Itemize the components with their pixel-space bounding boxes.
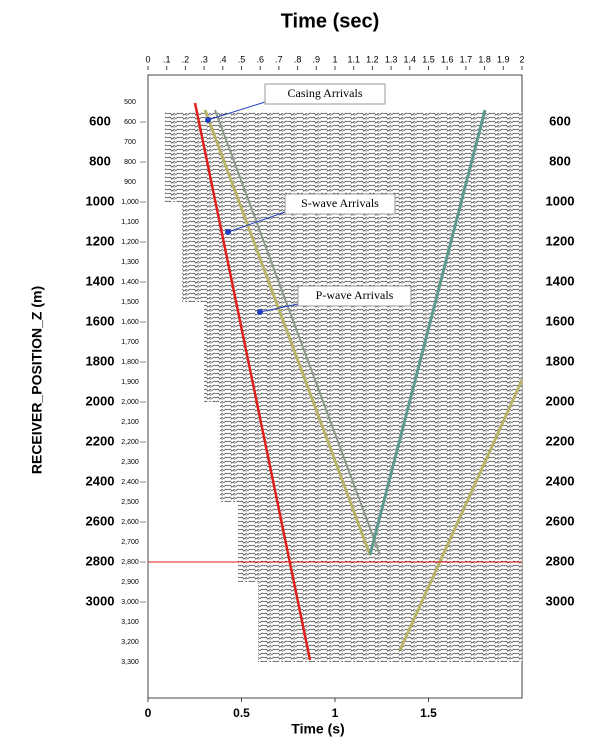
depth-tick-label: 2,300 [121, 459, 139, 466]
x-tick-label: 0 [145, 706, 152, 720]
depth-tick-label: 1,700 [121, 339, 139, 346]
top-tick-label: 2 [519, 54, 524, 64]
arrival-picks [148, 102, 524, 661]
y-tick-label: 1400 [86, 273, 115, 288]
top-tick-label: .6 [256, 54, 264, 64]
y-tick-label-right: 800 [549, 153, 571, 168]
y-tick-label-right: 2000 [546, 393, 575, 408]
depth-tick-label: 600 [124, 119, 136, 126]
y-tick-label-right: 1800 [546, 353, 575, 368]
x-tick-label: 1.5 [420, 706, 437, 720]
top-tick-label: 1.1 [347, 54, 360, 64]
y-tick-label: 2400 [86, 473, 115, 488]
depth-tick-label: 3,100 [121, 619, 139, 626]
y-tick-label-right: 2800 [546, 553, 575, 568]
top-tick-label: 1.9 [497, 54, 510, 64]
y-tick-label: 3000 [86, 593, 115, 608]
y-tick-label-right: 3000 [546, 593, 575, 608]
top-tick-label: 1.8 [478, 54, 491, 64]
depth-tick-label: 1,200 [121, 239, 139, 246]
top-tick-label: 1.7 [460, 54, 473, 64]
depth-tick-label: 1,100 [121, 219, 139, 226]
depth-tick-label: 2,200 [121, 439, 139, 446]
depth-tick-label: 2,900 [121, 579, 139, 586]
depth-tick-label: 900 [124, 179, 136, 186]
x-tick-label: 1 [332, 706, 339, 720]
top-axis-title: Time (sec) [281, 10, 380, 32]
seismic-traces [165, 112, 522, 662]
depth-tick-label: 2,400 [121, 479, 139, 486]
depth-tick-label: 2,100 [121, 419, 139, 426]
depth-tick-label: 500 [124, 99, 136, 106]
depth-tick-label: 800 [124, 159, 136, 166]
top-tick-label: 0 [145, 54, 150, 64]
depth-tick-label: 3,300 [121, 659, 139, 666]
y-tick-label-right: 1000 [546, 193, 575, 208]
y-tick-label-right: 2200 [546, 433, 575, 448]
depth-tick-label: 1,400 [121, 279, 139, 286]
y-axis-title: RECEIVER_POSITION_Z (m) [29, 286, 45, 474]
y-tick-label: 2000 [86, 393, 115, 408]
top-tick-label: 1 [332, 54, 337, 64]
x-axis-title: Time (s) [291, 721, 344, 737]
depth-tick-label: 3,000 [121, 599, 139, 606]
y-tick-label: 800 [89, 153, 111, 168]
annotation: S-wave Arrivals [301, 196, 379, 210]
top-tick-label: 1.6 [441, 54, 454, 64]
y-tick-label: 2800 [86, 553, 115, 568]
y-tick-label-right: 2400 [546, 473, 575, 488]
y-tick-label-right: 1200 [546, 233, 575, 248]
annotation-arrowhead [205, 117, 211, 123]
annotation-box [284, 193, 396, 215]
depth-tick-label: 2,000 [121, 399, 139, 406]
depth-tick-label: 1,000 [121, 199, 139, 206]
y-tick-label: 2200 [86, 433, 115, 448]
top-tick-label: 1.4 [404, 54, 417, 64]
y-tick-label: 1600 [86, 313, 115, 328]
depth-tick-label: 700 [124, 139, 136, 146]
x-tick-label: 0.5 [233, 706, 250, 720]
depth-tick-label: 1,800 [121, 359, 139, 366]
top-tick-label: 1.3 [385, 54, 398, 64]
depth-tick-label: 2,600 [121, 519, 139, 526]
depth-tick-label: 2,500 [121, 499, 139, 506]
y-tick-label: 1000 [86, 193, 115, 208]
y-tick-label: 2600 [86, 513, 115, 528]
annotation-box [264, 83, 386, 105]
annotation: Casing Arrivals [288, 86, 363, 100]
y-tick-label: 600 [89, 113, 111, 128]
depth-tick-label: 2,800 [121, 559, 139, 566]
annotation-arrowhead [257, 309, 263, 315]
annotation-arrow [259, 303, 299, 313]
depth-tick-label: 1,300 [121, 259, 139, 266]
top-tick-label: .5 [238, 54, 246, 64]
depth-tick-label: 1,500 [121, 299, 139, 306]
y-tick-label-right: 1400 [546, 273, 575, 288]
top-tick-label: 1.2 [366, 54, 379, 64]
annotation-arrow [227, 211, 286, 233]
y-tick-label: 1200 [86, 233, 115, 248]
annotation: P-wave Arrivals [316, 288, 394, 302]
top-tick-label: .7 [275, 54, 283, 64]
top-tick-label: .8 [294, 54, 302, 64]
y-tick-label: 1800 [86, 353, 115, 368]
depth-tick-label: 1,900 [121, 379, 139, 386]
top-tick-label: .1 [163, 54, 171, 64]
y-tick-label-right: 1600 [546, 313, 575, 328]
depth-tick-label: 2,700 [121, 539, 139, 546]
y-tick-label-right: 600 [549, 113, 571, 128]
top-tick-label: 1.5 [422, 54, 435, 64]
depth-tick-label: 1,600 [121, 319, 139, 326]
top-tick-label: .4 [219, 54, 227, 64]
top-tick-label: .9 [313, 54, 321, 64]
depth-tick-label: 3,200 [121, 639, 139, 646]
annotation-arrow [207, 101, 266, 121]
top-tick-label: .3 [200, 54, 208, 64]
top-tick-label: .2 [182, 54, 190, 64]
annotation-arrowhead [225, 229, 231, 235]
y-tick-label-right: 2600 [546, 513, 575, 528]
annotation-box [297, 285, 412, 307]
